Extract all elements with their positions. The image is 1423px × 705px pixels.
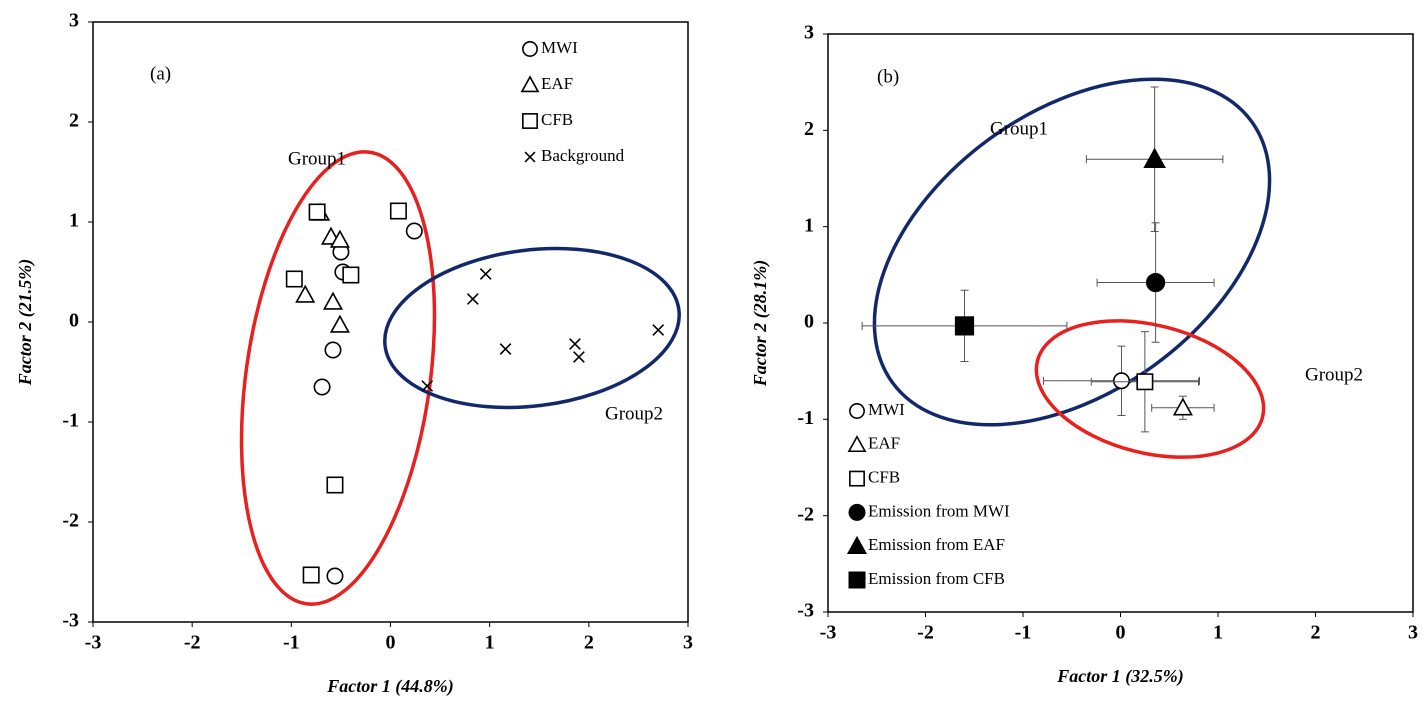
- legend-marker: [524, 151, 536, 163]
- legend-marker: [848, 571, 866, 589]
- x-marker: [652, 324, 665, 336]
- x-tick-label: -1: [1015, 622, 1032, 644]
- circle-marker: [1145, 272, 1166, 293]
- x-marker: [573, 351, 585, 363]
- x-tick-label: -2: [184, 632, 201, 654]
- square-marker: [326, 476, 344, 494]
- annotation: Group1: [990, 118, 1048, 139]
- x-tick-label: 1: [1213, 622, 1223, 644]
- circle-marker: [326, 567, 344, 585]
- square-marker: [285, 270, 303, 288]
- square-marker: [342, 266, 360, 284]
- y-tick-label: 1: [804, 214, 814, 236]
- y-tick-label: -3: [62, 610, 79, 632]
- y-tick-label: -3: [797, 600, 814, 622]
- y-tick-label: 1: [69, 210, 79, 232]
- group-ellipse: [1034, 319, 1266, 459]
- x-tick-label: -2: [917, 622, 934, 644]
- legend-marker: [848, 503, 866, 521]
- x-tick-label: 2: [584, 632, 594, 654]
- circle-marker: [405, 222, 423, 240]
- x-marker: [499, 343, 512, 355]
- y-tick-label: -1: [797, 407, 814, 429]
- triangle-marker: [295, 284, 316, 303]
- x-tick-label: -1: [283, 632, 300, 654]
- triangle-marker: [1172, 397, 1193, 416]
- y-tick-label: 3: [69, 10, 79, 32]
- annotation: Group1: [288, 148, 346, 169]
- square-marker: [954, 316, 975, 336]
- y-axis-title: Factor 2 (28.1%): [750, 260, 771, 387]
- x-marker: [479, 268, 492, 280]
- legend-label: MWI: [868, 400, 905, 419]
- legend-label: Emission from CFB: [868, 569, 1005, 588]
- circle-marker: [324, 341, 342, 359]
- square-marker: [302, 566, 320, 584]
- circle-marker: [1112, 372, 1130, 390]
- legend-label: MWI: [541, 38, 578, 57]
- circle-marker: [313, 378, 331, 396]
- x-tick-label: 0: [386, 632, 396, 654]
- x-tick-label: 0: [1116, 622, 1126, 644]
- group-ellipse: [239, 150, 437, 606]
- x-tick-label: 3: [1408, 622, 1418, 644]
- triangle-marker: [1143, 147, 1166, 168]
- group-ellipse: [872, 77, 1272, 427]
- legend-label: EAF: [541, 74, 573, 93]
- x-marker: [466, 293, 479, 305]
- x-marker: [421, 380, 434, 392]
- y-axis-title: Factor 2 (21.5%): [15, 259, 36, 386]
- x-tick-label: 2: [1311, 622, 1321, 644]
- square-marker: [1136, 373, 1154, 391]
- legend-marker: [522, 113, 538, 129]
- triangle-marker: [329, 314, 350, 333]
- y-tick-label: -2: [62, 510, 79, 532]
- legend-label: Emission from MWI: [868, 501, 1010, 520]
- legend-label: CFB: [868, 468, 900, 487]
- x-axis-title: Factor 1 (32.5%): [1056, 666, 1183, 687]
- annotation: Group2: [1305, 364, 1363, 385]
- legend-label: EAF: [868, 434, 900, 453]
- square-marker: [308, 203, 326, 221]
- annotation: (b): [877, 66, 899, 87]
- x-tick-label: -3: [820, 622, 837, 644]
- y-tick-label: 2: [69, 110, 79, 132]
- legend-label: Emission from EAF: [868, 535, 1005, 554]
- y-tick-label: -2: [797, 503, 814, 525]
- legend-marker: [520, 75, 540, 93]
- y-tick-label: -1: [62, 410, 79, 432]
- legend-marker: [846, 535, 868, 554]
- legend-marker: [849, 403, 865, 419]
- triangle-marker: [329, 229, 350, 248]
- legend-label: CFB: [541, 110, 573, 129]
- y-tick-label: 3: [804, 22, 814, 44]
- group-ellipse: [383, 246, 681, 410]
- legend-marker: [522, 41, 538, 57]
- y-tick-label: 2: [804, 118, 814, 140]
- legend-marker: [847, 435, 867, 453]
- x-tick-label: -3: [85, 632, 102, 654]
- x-tick-label: 1: [485, 632, 495, 654]
- x-axis-title: Factor 1 (44.8%): [326, 676, 453, 697]
- plot-frame: [827, 33, 1414, 613]
- y-tick-label: 0: [69, 310, 79, 332]
- square-marker: [389, 202, 407, 220]
- legend-marker: [849, 470, 865, 487]
- y-tick-label: 0: [804, 311, 814, 333]
- annotation: (a): [150, 63, 171, 84]
- legend-label: Background: [541, 146, 625, 165]
- triangle-marker: [322, 291, 344, 310]
- x-tick-label: 3: [683, 632, 693, 654]
- x-marker: [569, 338, 581, 350]
- annotation: Group2: [605, 403, 663, 424]
